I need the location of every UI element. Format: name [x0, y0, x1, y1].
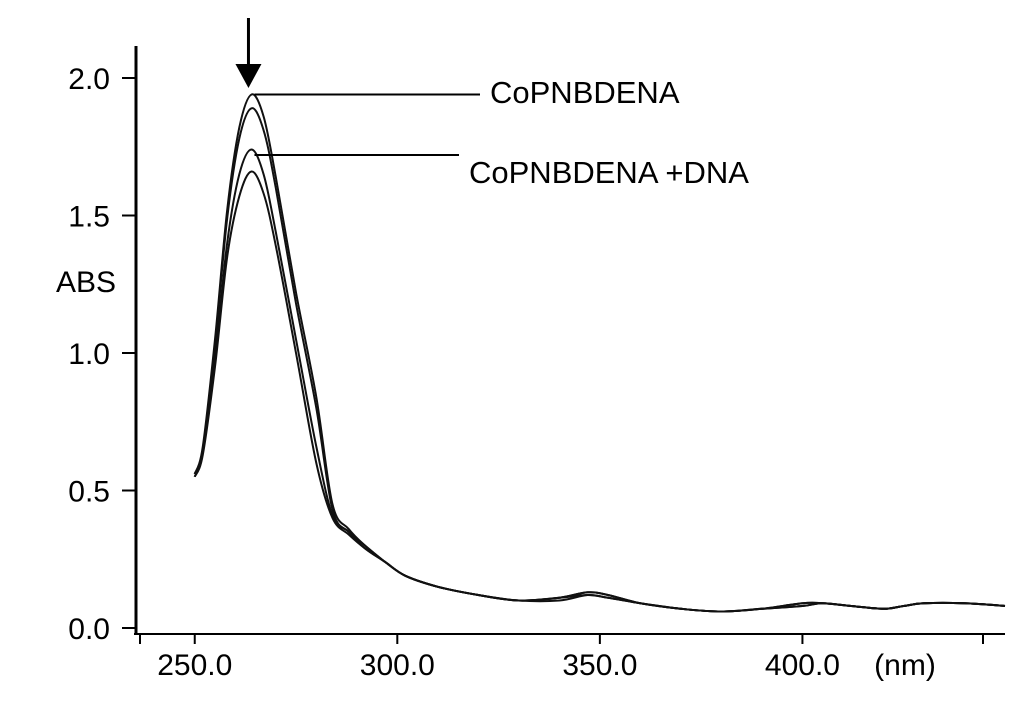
y-tick-label: 0.0 — [68, 613, 110, 646]
annotation-label: CoPNBDENA +DNA — [469, 155, 749, 190]
x-tick-label: 250.0 — [157, 649, 232, 682]
x-axis-unit-label: (nm) — [874, 649, 936, 682]
y-tick-label: 0.5 — [68, 476, 110, 509]
y-tick-label: 2.0 — [68, 63, 110, 96]
series-layer — [193, 93, 1006, 613]
y-axis-label: ABS — [56, 266, 116, 299]
y-tick-label: 1.5 — [68, 201, 110, 234]
y-tick-label: 1.0 — [68, 338, 110, 371]
x-tick-label: 400.0 — [765, 649, 840, 682]
spectrum-line-4 — [193, 170, 1006, 613]
x-tick-label: 350.0 — [562, 649, 637, 682]
axes: 0.0 0.5 1.0 1.5 2.0 250.0 300.0 350.0 400.0 — [68, 46, 1005, 682]
spectrum-line-3 — [193, 148, 1006, 613]
annotation-layer: CoPNBDENA CoPNBDENA +DNA — [235, 18, 749, 190]
peak-arrow-head — [235, 64, 262, 88]
x-tick-label: 300.0 — [360, 649, 435, 682]
annotation-label: CoPNBDENA — [490, 75, 680, 110]
